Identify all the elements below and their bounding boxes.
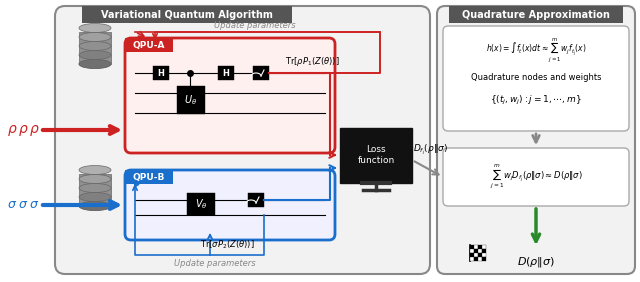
Ellipse shape	[79, 32, 111, 41]
Bar	[470, 249, 474, 253]
Bar	[474, 245, 478, 249]
Bar	[218, 66, 234, 80]
Bar	[470, 253, 474, 257]
Bar	[470, 245, 474, 249]
Bar	[177, 86, 205, 114]
Ellipse shape	[79, 60, 111, 69]
Text: H: H	[223, 69, 229, 78]
Bar	[125, 170, 173, 184]
Bar	[474, 257, 478, 261]
Bar	[125, 38, 173, 52]
FancyBboxPatch shape	[125, 170, 335, 240]
Text: Quadrature Approximation: Quadrature Approximation	[462, 10, 610, 21]
Bar	[478, 245, 482, 249]
Text: $\rho$: $\rho$	[18, 122, 28, 138]
Bar	[79, 32, 111, 64]
Text: Tr$[\rho P_1(Z(\theta))]$: Tr$[\rho P_1(Z(\theta))]$	[285, 56, 340, 69]
Text: Loss
function: Loss function	[357, 145, 395, 165]
Text: QPU-A: QPU-A	[132, 41, 165, 50]
Ellipse shape	[79, 175, 111, 184]
Bar	[153, 66, 169, 80]
FancyBboxPatch shape	[125, 38, 335, 153]
Text: $U_\theta$: $U_\theta$	[184, 93, 198, 107]
Bar	[79, 174, 111, 206]
FancyBboxPatch shape	[443, 148, 629, 206]
Text: Quadrature nodes and weights: Quadrature nodes and weights	[471, 74, 601, 83]
Text: Tr$[\sigma P_2(Z(\theta))]$: Tr$[\sigma P_2(Z(\theta))]$	[200, 239, 255, 251]
Text: $\sum_{j=1}^{m} w_j D_{f_j}(\rho\|\sigma) \approx D(\rho\|\sigma)$: $\sum_{j=1}^{m} w_j D_{f_j}(\rho\|\sigma…	[490, 163, 582, 191]
Text: QPU-B: QPU-B	[133, 173, 165, 182]
Ellipse shape	[79, 166, 111, 175]
Bar	[482, 257, 486, 261]
Text: $V_\theta$: $V_\theta$	[195, 197, 207, 211]
Bar	[482, 245, 486, 249]
Text: Update parameters: Update parameters	[214, 21, 296, 30]
Bar	[340, 128, 412, 183]
Bar	[474, 249, 478, 253]
Bar	[478, 253, 482, 257]
Bar	[449, 6, 623, 23]
Ellipse shape	[79, 50, 111, 60]
Bar	[482, 249, 486, 253]
Bar	[478, 249, 482, 253]
Bar	[187, 193, 215, 215]
Text: $\sigma$: $\sigma$	[18, 199, 28, 212]
FancyBboxPatch shape	[443, 26, 629, 131]
Text: H: H	[157, 69, 164, 78]
FancyBboxPatch shape	[55, 6, 430, 274]
Bar	[478, 257, 482, 261]
Text: $\sigma$: $\sigma$	[29, 199, 39, 212]
Text: $D_{f_j}(\rho\|\sigma)$: $D_{f_j}(\rho\|\sigma)$	[413, 143, 448, 157]
Ellipse shape	[79, 23, 111, 32]
Text: Update parameters: Update parameters	[174, 259, 256, 268]
Text: $D(\rho\|\sigma)$: $D(\rho\|\sigma)$	[517, 255, 555, 269]
Ellipse shape	[79, 184, 111, 193]
Ellipse shape	[79, 202, 111, 210]
Bar	[253, 66, 269, 80]
FancyBboxPatch shape	[437, 6, 635, 274]
Bar	[82, 6, 292, 23]
Text: $\{(t_j, w_j) : j = 1, \cdots, m\}$: $\{(t_j, w_j) : j = 1, \cdots, m\}$	[490, 93, 582, 107]
Bar	[474, 253, 478, 257]
Text: $\rho$: $\rho$	[6, 122, 17, 138]
Ellipse shape	[79, 193, 111, 202]
Bar	[470, 257, 474, 261]
Ellipse shape	[79, 60, 111, 69]
Text: $\rho$: $\rho$	[29, 122, 39, 138]
Ellipse shape	[79, 41, 111, 50]
Text: $\sigma$: $\sigma$	[7, 199, 17, 212]
Text: Variational Quantum Algorithm: Variational Quantum Algorithm	[101, 10, 273, 21]
Text: $h(x) = \int f_t(x)dt \approx \sum_{j=1}^{m} w_j f_{t_j}(x)$: $h(x) = \int f_t(x)dt \approx \sum_{j=1}…	[486, 36, 586, 64]
Ellipse shape	[79, 202, 111, 210]
Bar	[248, 193, 264, 207]
Bar	[482, 253, 486, 257]
